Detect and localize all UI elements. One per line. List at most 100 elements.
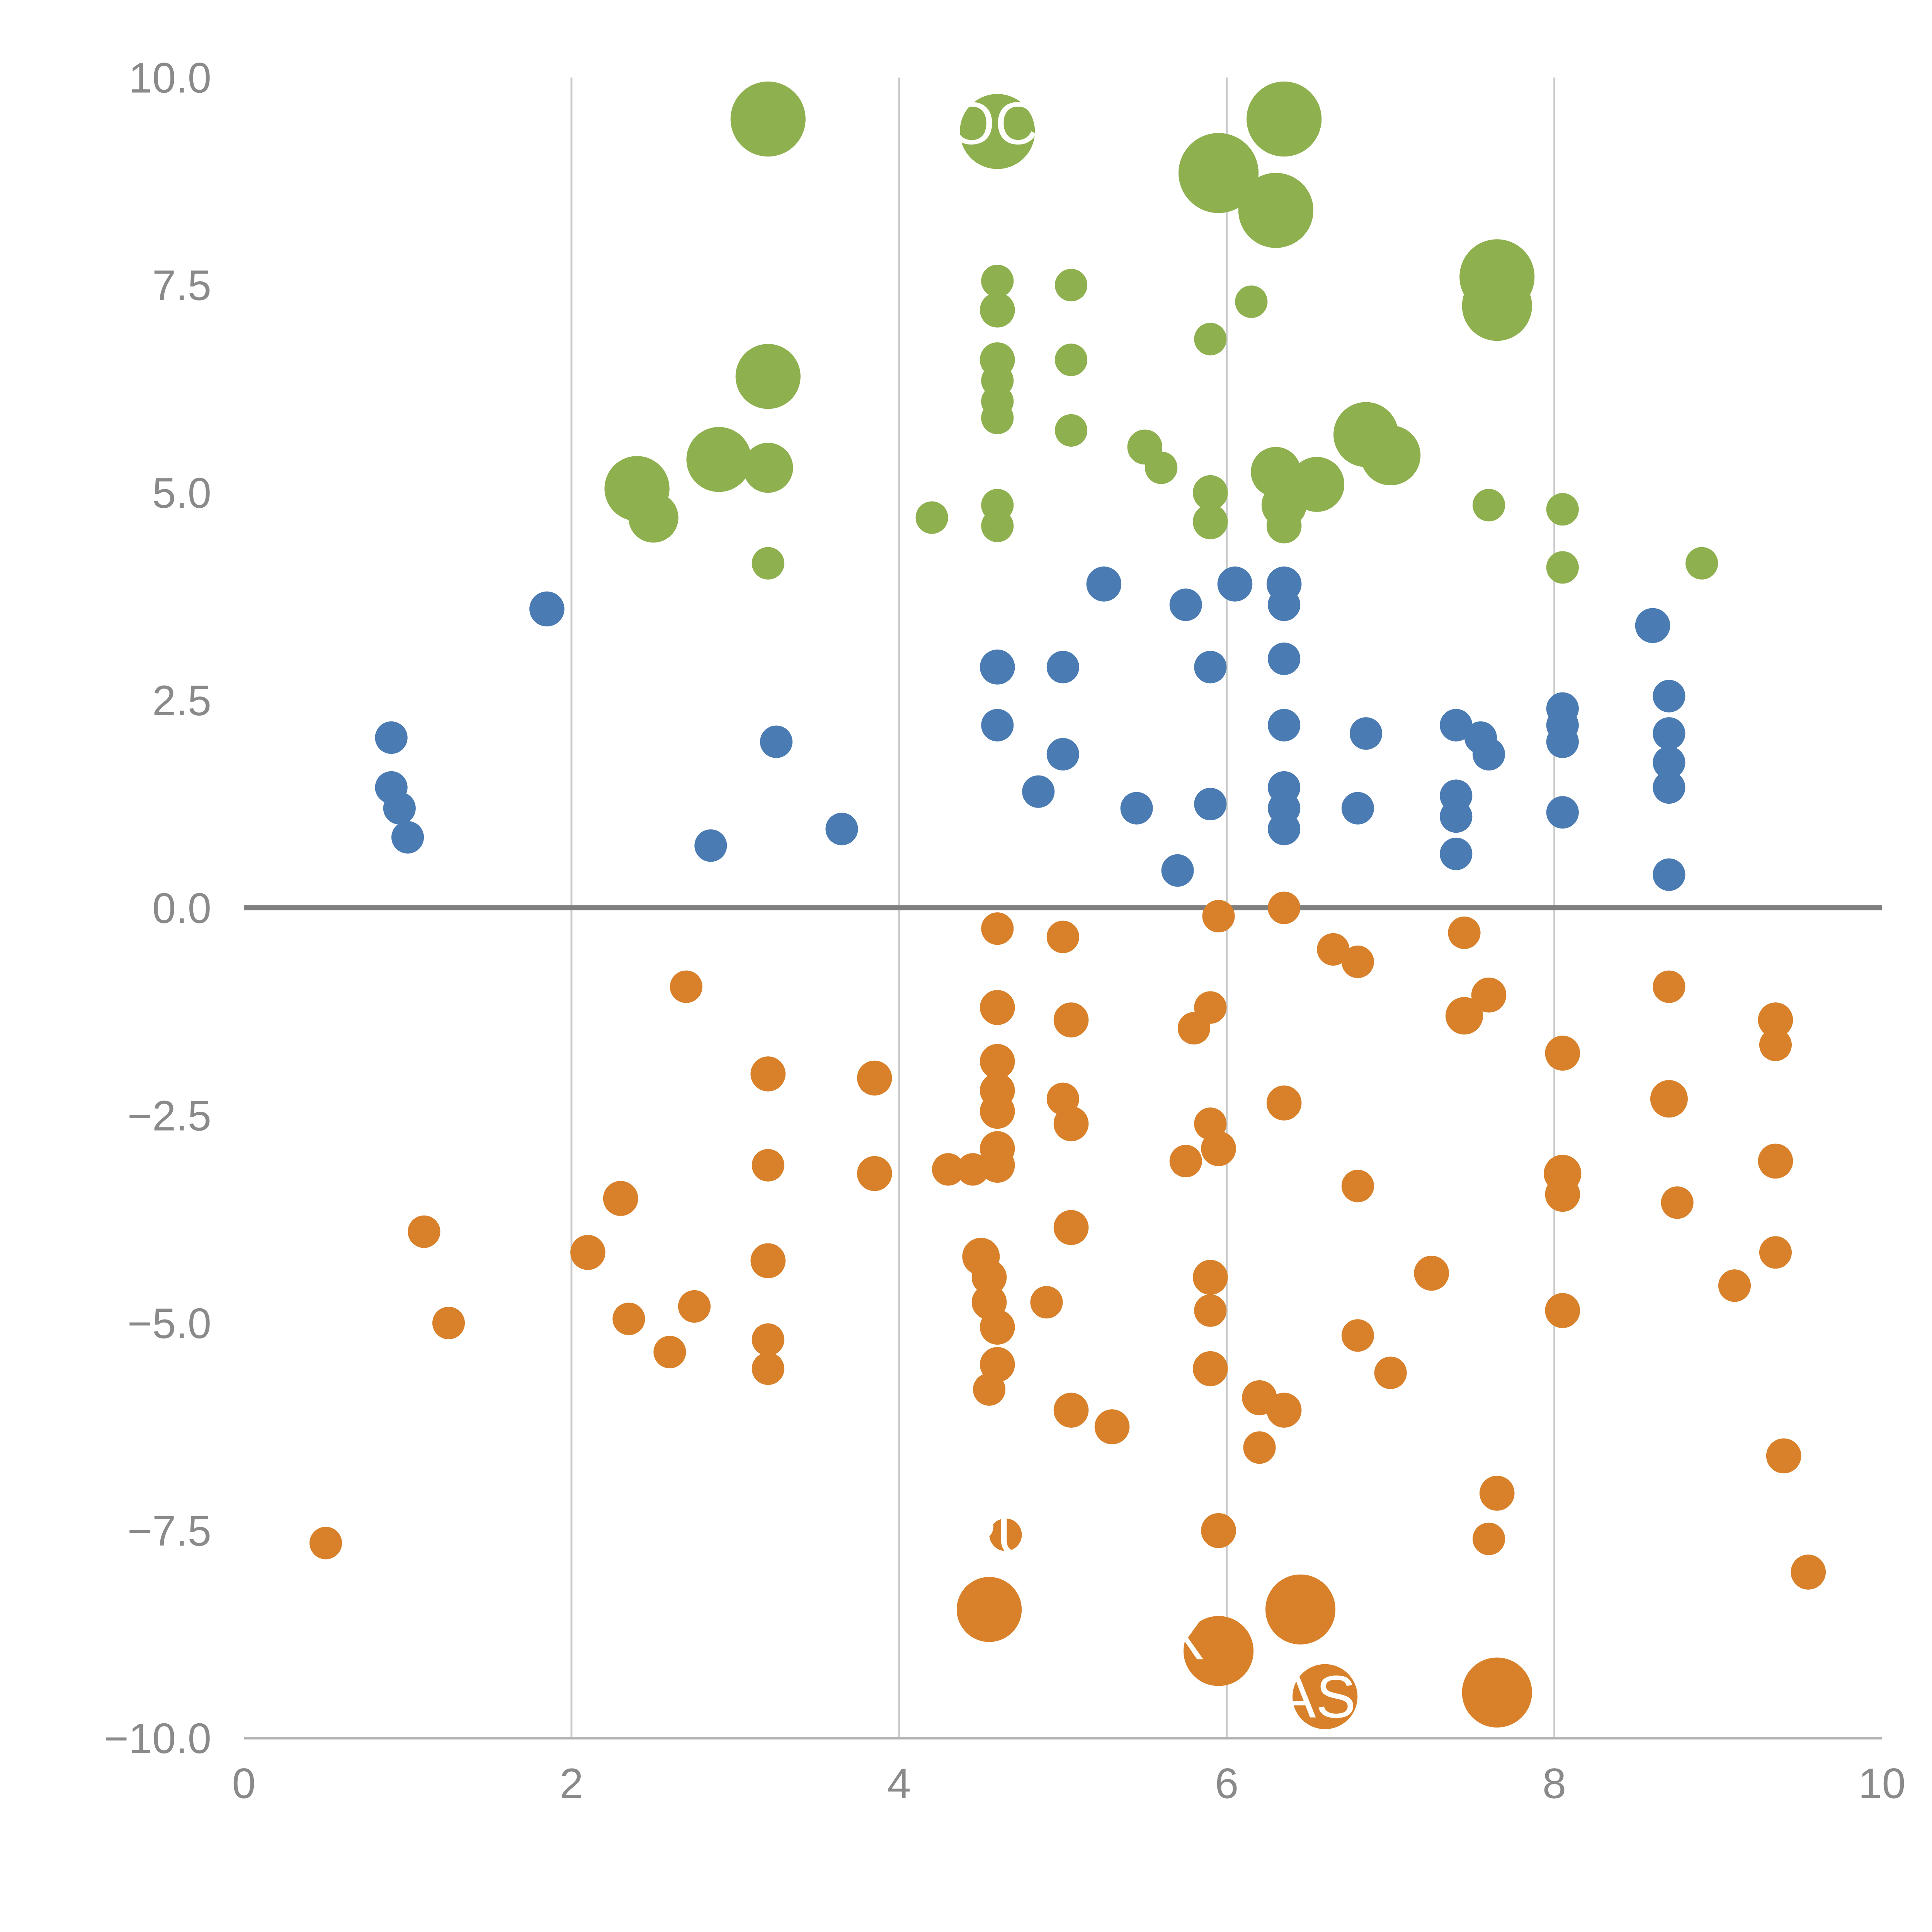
- data-point-green[interactable]: [1179, 133, 1259, 213]
- data-point-green[interactable]: [1145, 451, 1178, 484]
- data-point-orange[interactable]: [1053, 1002, 1089, 1037]
- data-point-orange[interactable]: [1545, 1177, 1580, 1212]
- data-point-green[interactable]: [1685, 547, 1718, 580]
- data-point-orange[interactable]: [956, 1577, 1022, 1642]
- data-point-green[interactable]: [1247, 82, 1322, 157]
- data-point-green[interactable]: [1054, 269, 1088, 301]
- data-point-green[interactable]: [628, 492, 679, 543]
- data-point-orange[interactable]: [1266, 1085, 1302, 1121]
- data-point-blue[interactable]: [760, 725, 793, 758]
- data-point-blue[interactable]: [1268, 813, 1301, 845]
- data-point-green[interactable]: [735, 344, 801, 409]
- data-point-green[interactable]: [1546, 493, 1579, 526]
- data-point-green[interactable]: [980, 293, 1015, 328]
- data-point-orange[interactable]: [1341, 946, 1374, 978]
- data-point-blue[interactable]: [529, 591, 565, 627]
- data-point-blue[interactable]: [1350, 717, 1383, 750]
- data-point-orange[interactable]: [971, 1260, 1007, 1295]
- data-point-orange[interactable]: [432, 1306, 465, 1340]
- data-point-orange[interactable]: [1479, 1476, 1515, 1511]
- data-point-blue[interactable]: [1268, 642, 1301, 675]
- data-point-orange[interactable]: [1341, 1170, 1374, 1202]
- data-point-blue[interactable]: [1161, 854, 1194, 887]
- data-point-green[interactable]: [1462, 270, 1532, 341]
- data-point-blue[interactable]: [1194, 787, 1227, 820]
- data-point-orange[interactable]: [932, 1153, 965, 1186]
- data-point-green[interactable]: [981, 401, 1014, 434]
- data-point-orange[interactable]: [980, 990, 1015, 1025]
- data-point-orange[interactable]: [1292, 1664, 1358, 1730]
- data-point-blue[interactable]: [1653, 717, 1685, 750]
- data-point-green[interactable]: [730, 82, 806, 157]
- data-point-blue[interactable]: [981, 709, 1014, 742]
- data-point-green[interactable]: [1473, 489, 1505, 522]
- data-point-orange[interactable]: [1193, 1351, 1228, 1386]
- data-point-blue[interactable]: [1653, 746, 1685, 779]
- data-point-orange[interactable]: [1265, 1574, 1336, 1645]
- data-point-blue[interactable]: [1086, 566, 1122, 602]
- data-point-blue[interactable]: [1268, 709, 1301, 742]
- data-point-green[interactable]: [1546, 551, 1579, 584]
- data-point-orange[interactable]: [857, 1060, 892, 1096]
- data-point-blue[interactable]: [1546, 725, 1579, 758]
- data-point-orange[interactable]: [1053, 1210, 1089, 1245]
- data-point-orange[interactable]: [752, 1149, 784, 1182]
- data-point-blue[interactable]: [1169, 588, 1202, 621]
- data-point-orange[interactable]: [1341, 1319, 1374, 1352]
- data-point-orange[interactable]: [857, 1156, 892, 1191]
- data-point-blue[interactable]: [825, 813, 858, 845]
- data-point-orange[interactable]: [1374, 1356, 1407, 1389]
- data-point-orange[interactable]: [973, 1373, 1006, 1406]
- data-point-green[interactable]: [981, 509, 1014, 543]
- data-point-blue[interactable]: [1440, 800, 1473, 833]
- data-point-orange[interactable]: [570, 1235, 605, 1270]
- data-point-blue[interactable]: [383, 792, 416, 825]
- data-point-orange[interactable]: [980, 1094, 1015, 1129]
- data-point-blue[interactable]: [1194, 651, 1227, 684]
- data-point-orange[interactable]: [1759, 1029, 1792, 1061]
- data-point-orange[interactable]: [752, 1323, 784, 1356]
- data-point-orange[interactable]: [1266, 1393, 1302, 1428]
- data-point-blue[interactable]: [1120, 792, 1153, 825]
- data-point-blue[interactable]: [1268, 588, 1301, 621]
- data-point-orange[interactable]: [980, 1148, 1015, 1183]
- data-point-orange[interactable]: [981, 912, 1014, 945]
- data-point-green[interactable]: [752, 547, 784, 580]
- data-point-orange[interactable]: [1177, 1012, 1211, 1045]
- data-point-green[interactable]: [1193, 504, 1228, 539]
- data-point-green[interactable]: [1238, 173, 1314, 248]
- data-point-orange[interactable]: [1183, 1616, 1254, 1686]
- data-point-orange[interactable]: [980, 1310, 1015, 1345]
- data-point-blue[interactable]: [1653, 680, 1685, 713]
- data-point-green[interactable]: [1193, 475, 1228, 510]
- data-point-orange[interactable]: [1448, 916, 1481, 949]
- data-point-orange[interactable]: [1545, 1293, 1580, 1328]
- data-point-orange[interactable]: [1169, 1145, 1202, 1177]
- data-point-green[interactable]: [960, 94, 1035, 169]
- data-point-green[interactable]: [1361, 425, 1421, 486]
- data-point-orange[interactable]: [670, 970, 702, 1003]
- data-point-orange[interactable]: [752, 1352, 784, 1385]
- data-point-orange[interactable]: [1473, 1522, 1505, 1555]
- data-point-blue[interactable]: [1022, 775, 1055, 808]
- data-point-orange[interactable]: [612, 1303, 645, 1335]
- data-point-green[interactable]: [1266, 508, 1302, 544]
- data-point-blue[interactable]: [1046, 738, 1079, 771]
- data-point-orange[interactable]: [980, 1044, 1015, 1079]
- data-point-orange[interactable]: [1462, 1657, 1532, 1728]
- data-point-orange[interactable]: [1758, 1002, 1793, 1037]
- data-point-blue[interactable]: [1635, 608, 1670, 643]
- data-point-blue[interactable]: [1546, 796, 1579, 829]
- data-point-blue[interactable]: [1046, 651, 1079, 684]
- data-point-orange[interactable]: [1759, 1236, 1792, 1269]
- data-point-blue[interactable]: [1341, 792, 1374, 825]
- data-point-orange[interactable]: [1268, 891, 1301, 924]
- data-point-blue[interactable]: [1653, 771, 1685, 804]
- data-point-blue[interactable]: [391, 821, 424, 854]
- data-point-orange[interactable]: [1317, 933, 1350, 966]
- data-point-orange[interactable]: [1243, 1431, 1276, 1464]
- data-point-green[interactable]: [915, 501, 948, 534]
- data-point-green[interactable]: [1235, 285, 1268, 318]
- data-point-blue[interactable]: [1473, 738, 1505, 771]
- data-point-orange[interactable]: [408, 1215, 440, 1248]
